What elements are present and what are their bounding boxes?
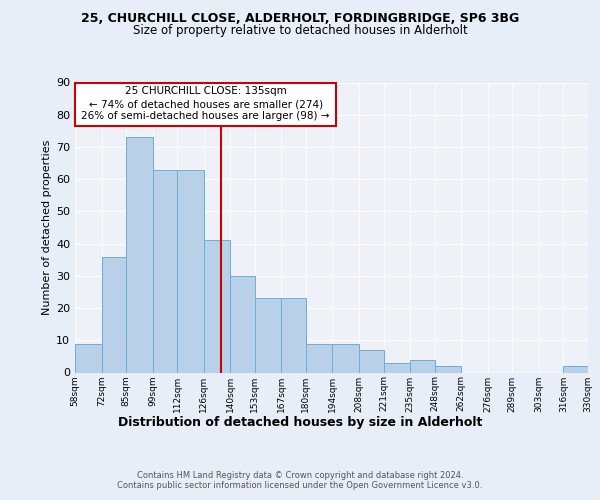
Text: 26% of semi-detached houses are larger (98) →: 26% of semi-detached houses are larger (… <box>82 111 330 121</box>
Text: 25 CHURCHILL CLOSE: 135sqm: 25 CHURCHILL CLOSE: 135sqm <box>125 86 286 97</box>
Bar <box>306 344 332 372</box>
Text: ← 74% of detached houses are smaller (274): ← 74% of detached houses are smaller (27… <box>89 100 323 110</box>
Bar <box>434 366 461 372</box>
Text: 25, CHURCHILL CLOSE, ALDERHOLT, FORDINGBRIDGE, SP6 3BG: 25, CHURCHILL CLOSE, ALDERHOLT, FORDINGB… <box>81 12 519 26</box>
FancyBboxPatch shape <box>75 82 336 126</box>
Bar <box>101 256 126 372</box>
Text: Contains public sector information licensed under the Open Government Licence v3: Contains public sector information licen… <box>118 481 482 490</box>
Bar <box>230 276 255 372</box>
Bar <box>383 363 410 372</box>
Bar <box>281 298 306 372</box>
Bar <box>410 360 434 372</box>
Text: Size of property relative to detached houses in Alderholt: Size of property relative to detached ho… <box>133 24 467 37</box>
Bar <box>563 366 588 372</box>
Bar <box>152 170 177 372</box>
Text: Distribution of detached houses by size in Alderholt: Distribution of detached houses by size … <box>118 416 482 429</box>
Bar <box>359 350 383 372</box>
Y-axis label: Number of detached properties: Number of detached properties <box>42 140 52 315</box>
Bar <box>204 240 230 372</box>
Text: Contains HM Land Registry data © Crown copyright and database right 2024.: Contains HM Land Registry data © Crown c… <box>137 471 463 480</box>
Bar <box>126 138 152 372</box>
Bar <box>255 298 281 372</box>
Bar <box>332 344 359 372</box>
Bar <box>75 344 101 372</box>
Bar <box>177 170 204 372</box>
